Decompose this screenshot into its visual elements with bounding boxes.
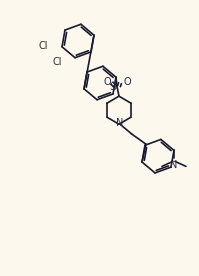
- Text: O: O: [103, 77, 111, 87]
- Text: Cl: Cl: [39, 41, 48, 51]
- Text: S: S: [109, 82, 117, 92]
- Text: N: N: [116, 118, 124, 128]
- Text: O: O: [123, 77, 131, 87]
- Text: N: N: [170, 160, 178, 170]
- Text: Cl: Cl: [53, 57, 62, 67]
